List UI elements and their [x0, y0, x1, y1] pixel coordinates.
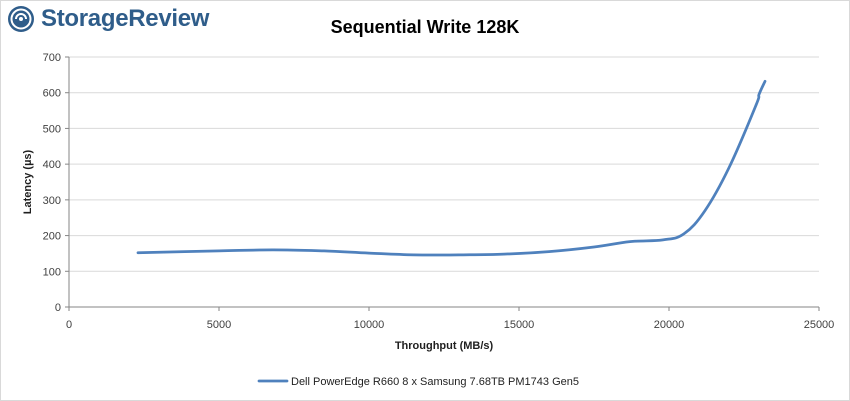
- y-axis-title: Latency (µs): [22, 149, 34, 214]
- y-tick-label: 100: [43, 266, 61, 278]
- storagereview-logo-icon: [8, 6, 34, 32]
- tick-labels: 0 100 200 300 400 500 600 700 0 5000 10000 15000 200…: [43, 52, 835, 331]
- x-tick-label: 10000: [354, 319, 385, 331]
- x-axis-title: Throughput (MB/s): [395, 340, 494, 352]
- y-tick-label: 400: [43, 159, 61, 171]
- axes: [65, 56, 820, 311]
- y-tick-label: 600: [43, 88, 61, 100]
- legend-label: Dell PowerEdge R660 8 x Samsung 7.68TB P…: [291, 376, 579, 388]
- series-lines: [136, 79, 767, 257]
- brand-name: StorageReview: [41, 5, 210, 32]
- y-tick-label: 200: [43, 231, 61, 243]
- gridlines: [69, 56, 819, 272]
- series-line: [136, 79, 767, 257]
- chart-title: Sequential Write 128K: [331, 17, 520, 37]
- storagereview-logo: StorageReview: [7, 5, 209, 33]
- x-tick-label: 15000: [504, 319, 535, 331]
- x-tick-label: 5000: [207, 319, 231, 331]
- y-tick-label: 0: [55, 302, 61, 314]
- y-tick-label: 700: [43, 52, 61, 64]
- x-tick-label: 20000: [654, 319, 685, 331]
- legend: Dell PowerEdge R660 8 x Samsung 7.68TB P…: [257, 376, 579, 388]
- x-tick-label: 0: [66, 319, 72, 331]
- y-tick-label: 500: [43, 123, 61, 135]
- y-tick-label: 300: [43, 195, 61, 207]
- x-tick-label: 25000: [804, 319, 835, 331]
